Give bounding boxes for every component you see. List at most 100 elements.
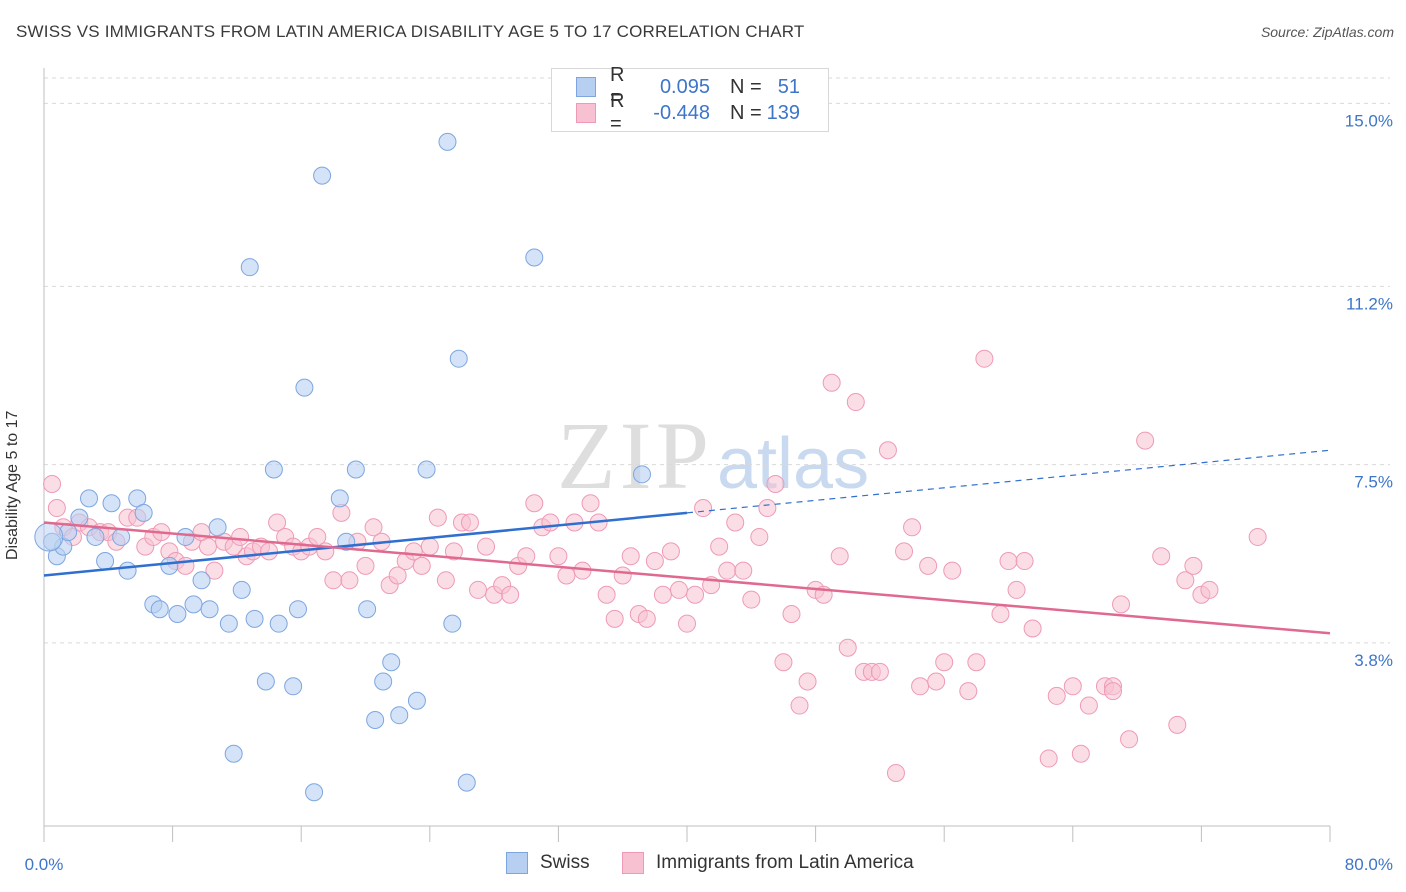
data-point-latin (420, 537, 439, 556)
data-point-latin (742, 590, 761, 609)
y-tick-label: 11.2% (1346, 294, 1393, 313)
data-point-swiss (192, 571, 211, 590)
data-point-swiss (443, 614, 462, 633)
data-point-latin (878, 441, 897, 460)
data-point-swiss (256, 672, 275, 691)
data-point-swiss (86, 527, 105, 546)
data-point-latin (637, 609, 656, 628)
data-point-latin (661, 542, 680, 561)
data-point-latin (268, 513, 287, 532)
data-point-latin (838, 638, 857, 657)
data-point-swiss (184, 595, 203, 614)
data-point-swiss (295, 378, 314, 397)
r-label: R = (610, 90, 625, 135)
y-tick-label: 7.5% (1354, 473, 1393, 492)
data-point-latin (47, 499, 66, 518)
data-point-latin (231, 527, 250, 546)
data-point-latin (436, 571, 455, 590)
data-point-latin (686, 585, 705, 604)
data-point-latin (935, 653, 954, 672)
data-point-swiss (390, 706, 409, 725)
data-point-latin (734, 561, 753, 580)
n-label: N = (730, 75, 762, 98)
data-point-swiss (449, 349, 468, 368)
data-point-swiss (457, 773, 476, 792)
data-point-latin (710, 537, 729, 556)
data-point-swiss (358, 600, 377, 619)
data-point-latin (991, 605, 1010, 624)
data-point-swiss (176, 527, 195, 546)
data-point-latin (669, 580, 688, 599)
data-point-latin (1184, 556, 1203, 575)
watermark-zip: ZIP (557, 402, 713, 509)
data-point-swiss (525, 248, 544, 267)
data-point-swiss (374, 672, 393, 691)
data-point-latin (678, 614, 696, 633)
latin-legend-swatch (622, 852, 644, 874)
data-point-latin (927, 672, 946, 691)
data-point-swiss (284, 677, 303, 696)
data-point-swiss (382, 653, 401, 672)
data-point-latin (364, 518, 383, 537)
data-point-latin (198, 537, 217, 556)
data-point-latin (1063, 677, 1082, 696)
n-value: 139 (766, 101, 800, 124)
data-point-swiss (219, 614, 238, 633)
data-point-swiss (208, 518, 227, 537)
watermark-atlas: atlas (717, 424, 869, 504)
swiss-legend-label: Swiss (540, 852, 590, 873)
data-point-swiss (417, 460, 436, 479)
data-point-swiss (288, 600, 307, 619)
data-point-latin (581, 494, 600, 513)
data-point-swiss (102, 494, 121, 513)
data-point-swiss (438, 132, 457, 151)
data-point-latin (1152, 547, 1171, 566)
data-point-latin (1047, 686, 1066, 705)
data-point-swiss (232, 580, 251, 599)
data-point-latin (1168, 715, 1187, 734)
data-point-latin (1200, 580, 1219, 599)
data-point-swiss (407, 691, 426, 710)
data-point-latin (1248, 527, 1267, 546)
data-point-swiss (134, 503, 153, 522)
y-axis-title: Disability Age 5 to 17 (4, 410, 21, 560)
data-point-swiss (80, 489, 99, 508)
data-point-latin (1039, 749, 1058, 768)
data-point-latin (477, 537, 496, 556)
data-point-latin (43, 474, 62, 493)
data-point-latin (798, 672, 817, 691)
data-point-swiss (168, 605, 187, 624)
data-point-latin (911, 677, 930, 696)
data-point-latin (260, 542, 279, 561)
chart-source: Source: ZipAtlas.com (1260, 24, 1394, 40)
data-point-latin (1079, 696, 1098, 715)
data-point-latin (1176, 571, 1195, 590)
data-point-latin (412, 556, 431, 575)
y-tick-label: 3.8% (1354, 651, 1393, 670)
data-point-latin (324, 571, 343, 590)
data-point-latin (541, 513, 560, 532)
data-point-latin (517, 547, 536, 566)
data-point-swiss (264, 460, 283, 479)
chart-title: SWISS VS IMMIGRANTS FROM LATIN AMERICA D… (16, 22, 805, 41)
data-point-swiss (366, 711, 385, 730)
data-point-latin (1015, 552, 1034, 571)
series-swiss-points (43, 132, 651, 802)
data-point-latin (694, 499, 713, 518)
data-point-latin (428, 508, 447, 527)
data-point-latin (1007, 580, 1026, 599)
data-point-swiss (160, 556, 179, 575)
data-point-latin (388, 566, 407, 585)
data-point-latin (557, 566, 576, 585)
data-point-latin (830, 547, 849, 566)
data-point-latin (444, 542, 463, 561)
data-point-swiss (330, 489, 349, 508)
latin-swatch (576, 103, 596, 123)
series-latin-points (43, 349, 1267, 783)
data-point-swiss (224, 744, 243, 763)
data-point-latin (525, 494, 544, 513)
legend-item-swiss: Swiss (506, 852, 590, 874)
data-point-latin (919, 556, 938, 575)
data-point-latin (1071, 744, 1090, 763)
data-point-swiss (245, 609, 264, 628)
